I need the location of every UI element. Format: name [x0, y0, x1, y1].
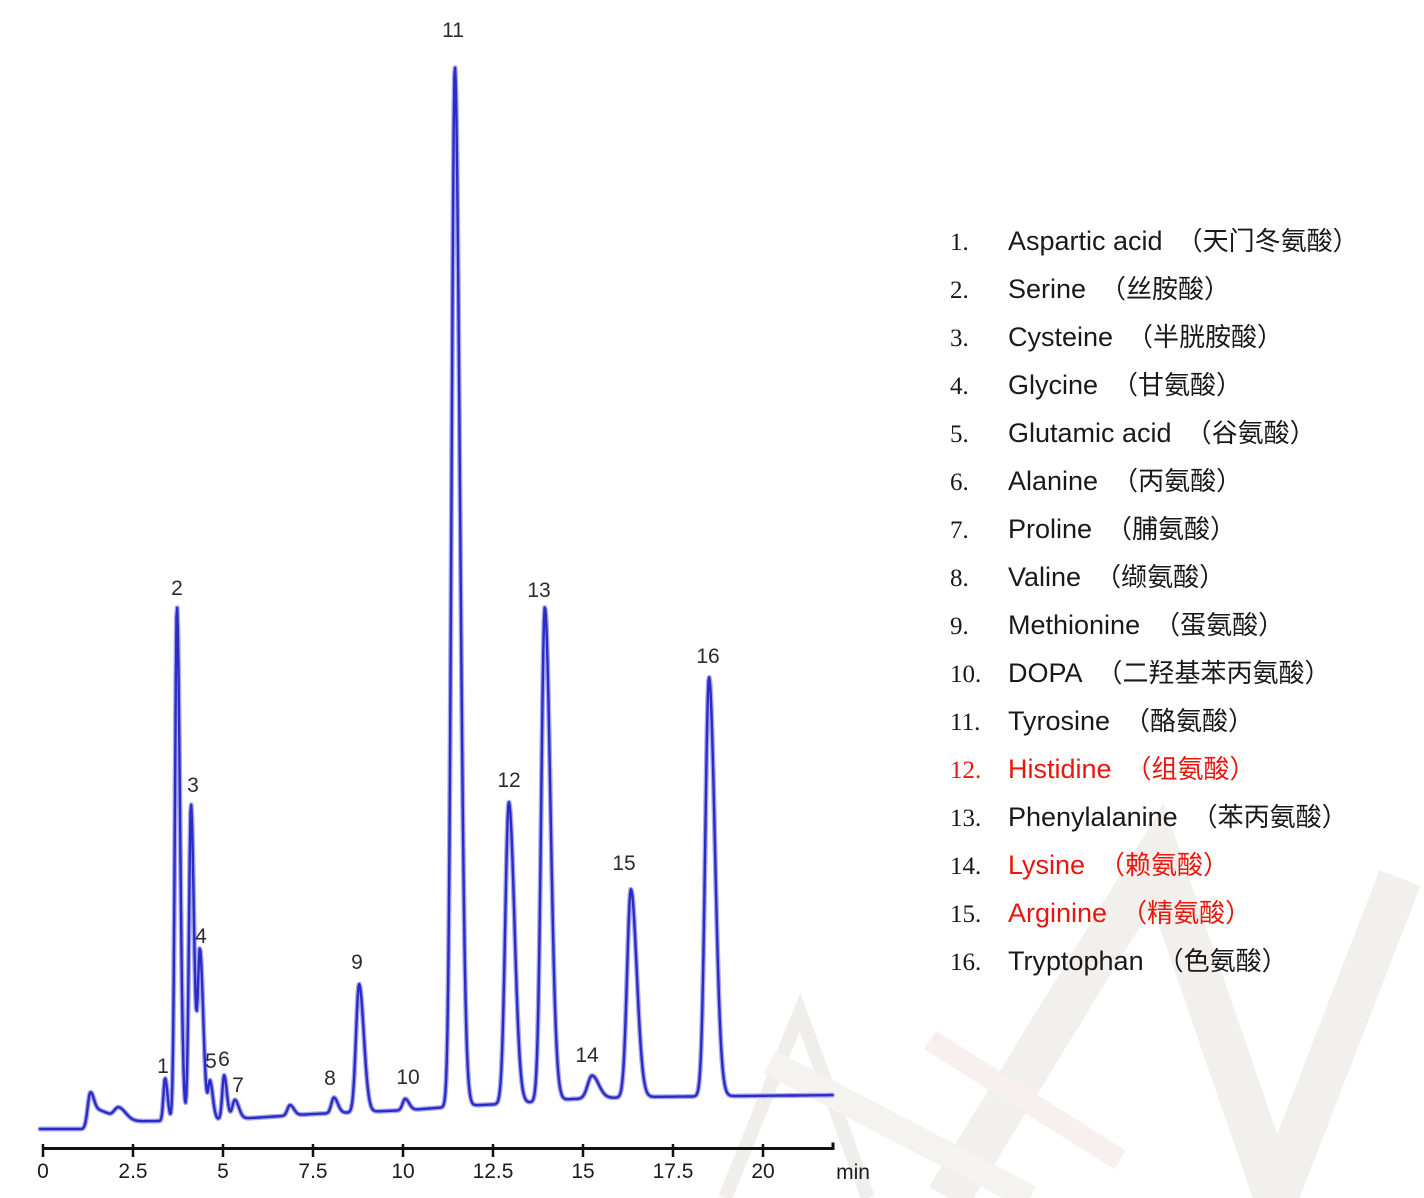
legend-item-chinese-name: （酪氨酸） [1124, 707, 1255, 736]
legend-item-7: 7. Proline （脯氨酸） [950, 505, 1359, 553]
legend-item-chinese-name: （半胱胺酸） [1127, 323, 1284, 352]
legend-item-number: 14. [950, 853, 982, 880]
watermark-stroke-2 [929, 803, 1421, 1198]
peak-label-9: 9 [351, 951, 363, 974]
legend-item-16: 16. Tryptophan （色氨酸） [950, 937, 1359, 985]
peak-label-13: 13 [527, 579, 551, 602]
watermark-stroke-1 [718, 992, 875, 1198]
legend-item-number: 4. [950, 373, 969, 400]
legend-item-number: 13. [950, 805, 982, 832]
legend-item-name: Serine [1008, 274, 1087, 304]
legend-item-name: Phenylalanine [1008, 802, 1178, 832]
peak-label-2: 2 [171, 577, 183, 600]
legend-item-name: Proline [1008, 514, 1093, 544]
legend-item-number: 9. [950, 613, 969, 640]
legend-item-name: DOPA [1008, 658, 1083, 688]
watermark-stroke-3 [763, 1050, 1037, 1198]
legend-item-number: 15. [950, 901, 982, 928]
x-tick-label-12.5: 12.5 [472, 1160, 514, 1183]
legend-item-chinese-name: （缬氨酸） [1095, 563, 1226, 592]
legend-item-chinese-name: （谷氨酸） [1185, 419, 1316, 448]
chromatogram-curve [38, 66, 834, 1131]
legend-item-name: Arginine [1008, 898, 1108, 928]
legend-item-name: Lysine [1008, 850, 1086, 880]
legend-item-8: 8. Valine （缬氨酸） [950, 553, 1359, 601]
legend-item-name: Glycine [1008, 370, 1099, 400]
peak-label-10: 10 [396, 1066, 420, 1089]
legend-item-name: Alanine [1008, 466, 1099, 496]
peak-label-11: 11 [442, 19, 464, 42]
legend-item-10: 10. DOPA （二羟基苯丙氨酸） [950, 649, 1359, 697]
legend-item-11: 11. Tyrosine （酪氨酸） [950, 697, 1359, 745]
legend-item-name: Valine [1008, 562, 1082, 592]
legend-item-number: 6. [950, 469, 969, 496]
peak-label-15: 15 [612, 852, 636, 875]
legend-item-number: 2. [950, 277, 969, 304]
legend-item-name: Histidine [1008, 754, 1112, 784]
legend-item-5: 5. Glutamic acid （谷氨酸） [950, 409, 1359, 457]
legend-item-number: 12. [950, 757, 982, 784]
legend-item-chinese-name: （二羟基苯丙氨酸） [1096, 659, 1331, 688]
peak-label-5: 5 [205, 1050, 217, 1073]
legend-item-2: 2. Serine （丝胺酸） [950, 265, 1359, 313]
legend-item-chinese-name: （色氨酸） [1157, 947, 1288, 976]
legend-item-number: 8. [950, 565, 969, 592]
legend-item-number: 11. [950, 709, 981, 736]
legend-item-number: 5. [950, 421, 969, 448]
legend-item-chinese-name: （甘氨酸） [1112, 371, 1243, 400]
legend: 1. Aspartic acid （天门冬氨酸） 2. Serine （丝胺酸） 3. Cys… [950, 217, 1359, 985]
x-tick-label-0: 0 [37, 1160, 49, 1183]
legend-item-name: Glutamic acid [1008, 418, 1172, 448]
legend-item-name: Aspartic acid [1008, 226, 1163, 256]
peak-label-1: 1 [157, 1055, 169, 1078]
legend-item-chinese-name: （组氨酸） [1125, 755, 1256, 784]
x-tick-label-15: 15 [571, 1160, 595, 1183]
legend-item-chinese-name: （脯氨酸） [1106, 515, 1237, 544]
legend-item-1: 1. Aspartic acid （天门冬氨酸） [950, 217, 1359, 265]
legend-item-chinese-name: （蛋氨酸） [1154, 611, 1285, 640]
legend-item-name: Tyrosine [1008, 706, 1111, 736]
peak-label-6: 6 [218, 1048, 230, 1071]
legend-item-chinese-name: （精氨酸） [1121, 899, 1252, 928]
legend-item-number: 7. [950, 517, 969, 544]
legend-item-number: 16. [950, 949, 982, 976]
legend-item-name: Methionine [1008, 610, 1141, 640]
x-tick-label-20: 20 [751, 1160, 775, 1183]
peak-label-7: 7 [232, 1074, 244, 1097]
legend-item-name: Cysteine [1008, 322, 1114, 352]
peak-label-3: 3 [187, 774, 199, 797]
legend-item-9: 9. Methionine （蛋氨酸） [950, 601, 1359, 649]
x-axis-unit-label: min [836, 1161, 870, 1184]
legend-item-chinese-name: （赖氨酸） [1099, 851, 1230, 880]
peak-label-16: 16 [696, 645, 720, 668]
x-tick-label-5: 5 [217, 1160, 229, 1183]
legend-item-number: 3. [950, 325, 969, 352]
legend-item-15: 15. Arginine （精氨酸） [950, 889, 1359, 937]
peak-label-4: 4 [195, 925, 207, 948]
legend-item-14: 14. Lysine （赖氨酸） [950, 841, 1359, 889]
legend-item-3: 3. Cysteine （半胱胺酸） [950, 313, 1359, 361]
legend-item-13: 13. Phenylalanine （苯丙氨酸） [950, 793, 1359, 841]
legend-item-4: 4. Glycine （甘氨酸） [950, 361, 1359, 409]
x-tick-label-10: 10 [391, 1160, 415, 1183]
watermark-stroke-4 [924, 1030, 1126, 1170]
x-tick-label-17.5: 17.5 [652, 1160, 694, 1183]
peak-label-14: 14 [575, 1044, 599, 1067]
legend-item-number: 10. [950, 661, 982, 688]
legend-item-chinese-name: （苯丙氨酸） [1191, 803, 1348, 832]
x-tick-label-2.5: 2.5 [118, 1160, 148, 1183]
peak-label-12: 12 [497, 769, 521, 792]
legend-item-number: 1. [950, 229, 969, 256]
legend-item-chinese-name: （丝胺酸） [1100, 275, 1231, 304]
legend-item-6: 6. Alanine （丙氨酸） [950, 457, 1359, 505]
peak-label-8: 8 [324, 1067, 336, 1090]
legend-item-chinese-name: （天门冬氨酸） [1176, 227, 1359, 256]
legend-item-name: Tryptophan [1008, 946, 1144, 976]
x-tick-label-7.5: 7.5 [298, 1160, 328, 1183]
legend-item-chinese-name: （丙氨酸） [1112, 467, 1243, 496]
legend-item-12: 12. Histidine （组氨酸） [950, 745, 1359, 793]
